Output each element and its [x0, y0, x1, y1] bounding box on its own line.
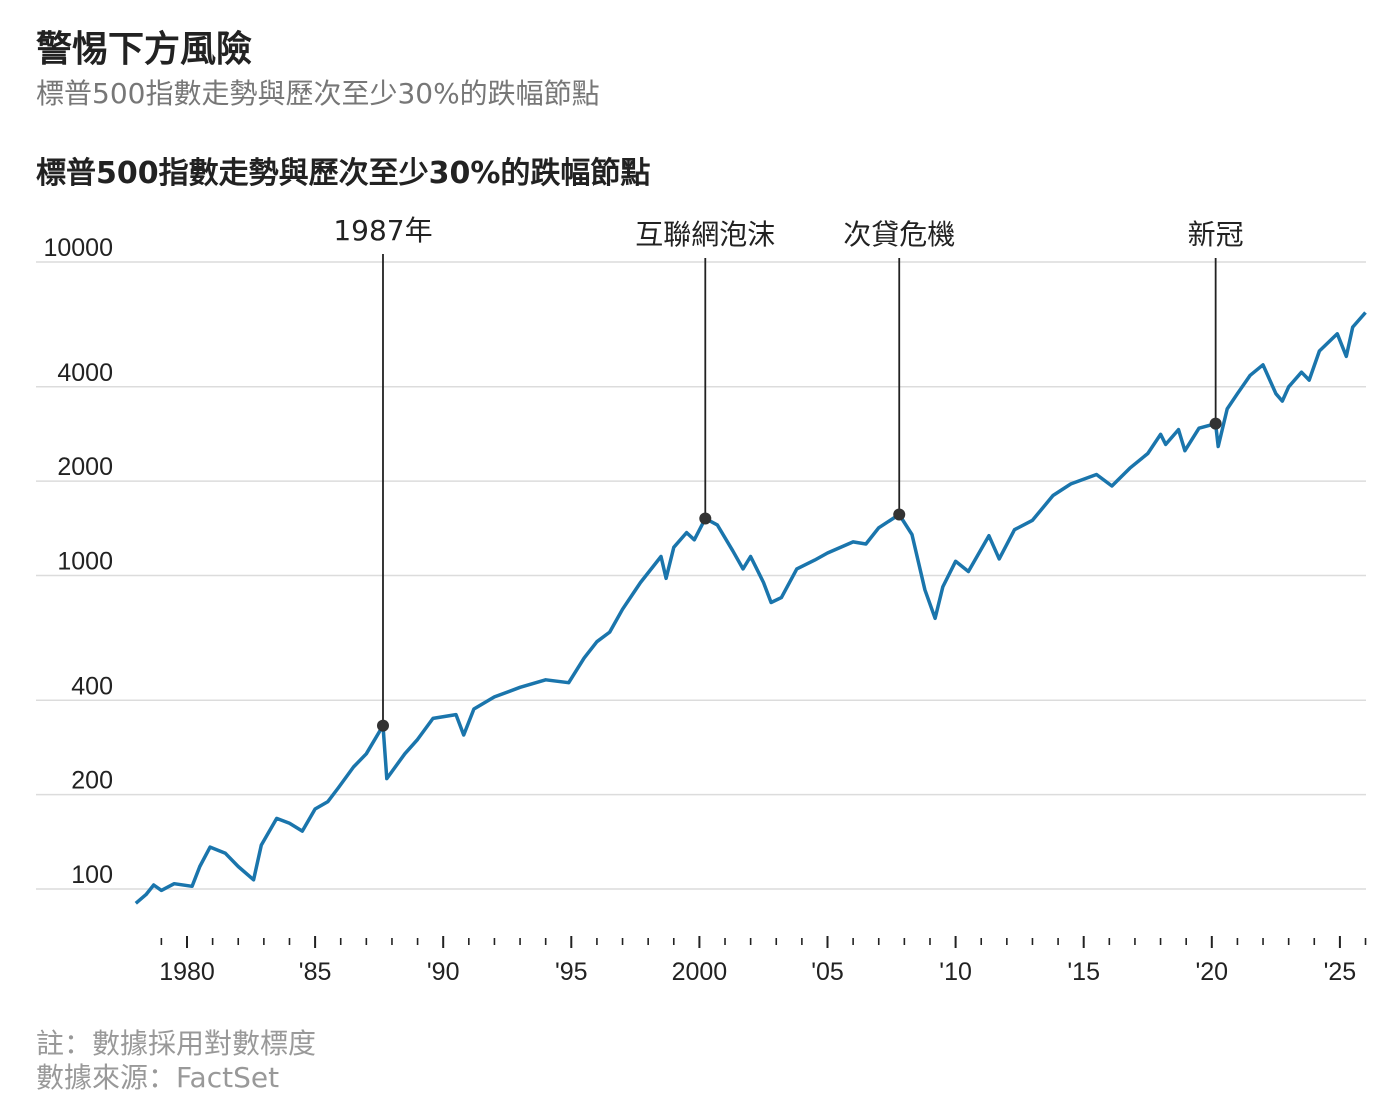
y-tick-label: 200 — [71, 767, 113, 795]
x-tick-label: '20 — [1196, 958, 1229, 986]
x-tick-label: 1980 — [159, 958, 215, 986]
x-tick-label: 2000 — [672, 958, 728, 986]
y-tick-label: 400 — [71, 672, 113, 700]
x-tick-label: '95 — [555, 958, 588, 986]
x-tick-label: '05 — [811, 958, 844, 986]
footnote: 註：數據採用對數標度 — [36, 1027, 317, 1060]
y-tick-label: 10000 — [43, 234, 113, 262]
page-subtitle: 標普500指數走勢與歷次至少30%的跌幅節點 — [36, 77, 600, 110]
y-tick-label: 1000 — [57, 548, 113, 576]
y-tick-label: 100 — [71, 861, 113, 889]
y-tick-label: 2000 — [57, 453, 113, 481]
chart-title: 標普500指數走勢與歷次至少30%的跌幅節點 — [36, 156, 651, 191]
x-tick-label: '85 — [299, 958, 332, 986]
x-tick-label: '15 — [1067, 958, 1100, 986]
annotation-label: 1987年 — [333, 214, 432, 247]
annotation-marker — [1209, 417, 1222, 430]
x-tick-label: '10 — [939, 958, 972, 986]
annotation-marker — [699, 512, 712, 525]
annotation-marker — [376, 719, 389, 732]
annotation-marker — [893, 508, 906, 521]
source-note: 數據來源：FactSet — [36, 1061, 280, 1094]
annotation-label: 次貸危機 — [843, 218, 955, 251]
x-tick-label: '25 — [1324, 958, 1357, 986]
y-tick-label: 4000 — [57, 359, 113, 387]
x-tick-label: '90 — [427, 958, 460, 986]
sp500-line — [134, 311, 1367, 905]
annotation-label: 互聯網泡沫 — [635, 218, 775, 251]
annotation-label: 新冠 — [1188, 218, 1244, 251]
page-title: 警惕下方風險 — [36, 29, 253, 70]
